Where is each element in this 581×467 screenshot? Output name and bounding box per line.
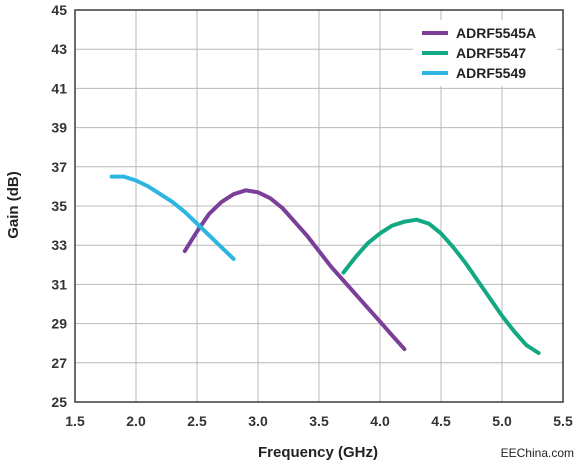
- x-tick-label: 4.5: [431, 413, 451, 429]
- x-tick-label: 5.0: [492, 413, 512, 429]
- y-tick-label: 33: [51, 237, 67, 253]
- legend: ADRF5545A ADRF5547 ADRF5549: [413, 20, 557, 86]
- x-tick-label: 5.5: [553, 413, 573, 429]
- y-tick-label: 31: [51, 276, 67, 292]
- series-line-adrf5547: [341, 217, 541, 355]
- legend-label: ADRF5547: [456, 45, 526, 61]
- x-axis-ticks: 1.5 2.0 2.5 3.0 3.5 4.0 4.5 5.0 5.5: [65, 413, 573, 429]
- watermark-text: EEChina.com: [501, 446, 574, 460]
- y-tick-label: 27: [51, 355, 67, 371]
- x-tick-label: 1.5: [65, 413, 85, 429]
- series-line-adrf5549: [109, 174, 236, 261]
- y-tick-label: 39: [51, 120, 67, 136]
- y-axis-ticks: 25 27 29 31 33 35 37 39 41 43 45: [51, 2, 67, 410]
- y-tick-label: 41: [51, 80, 67, 96]
- legend-label: ADRF5545A: [456, 25, 536, 41]
- y-axis-title: Gain (dB): [5, 171, 22, 239]
- x-tick-label: 3.0: [248, 413, 268, 429]
- series-layer: [109, 174, 541, 355]
- x-axis-title: Frequency (GHz): [258, 444, 378, 461]
- y-tick-label: 25: [51, 394, 67, 410]
- y-tick-label: 45: [51, 2, 67, 18]
- plot-border: [74, 9, 564, 403]
- series-line-adrf5545a: [182, 188, 407, 352]
- x-tick-label: 4.0: [370, 413, 390, 429]
- y-tick-label: 35: [51, 198, 67, 214]
- x-tick-label: 2.5: [187, 413, 207, 429]
- y-tick-label: 43: [51, 41, 67, 57]
- x-tick-label: 3.5: [309, 413, 329, 429]
- legend-label: ADRF5549: [456, 65, 526, 81]
- x-tick-label: 2.0: [126, 413, 146, 429]
- y-tick-label: 29: [51, 316, 67, 332]
- y-tick-label: 37: [51, 159, 67, 175]
